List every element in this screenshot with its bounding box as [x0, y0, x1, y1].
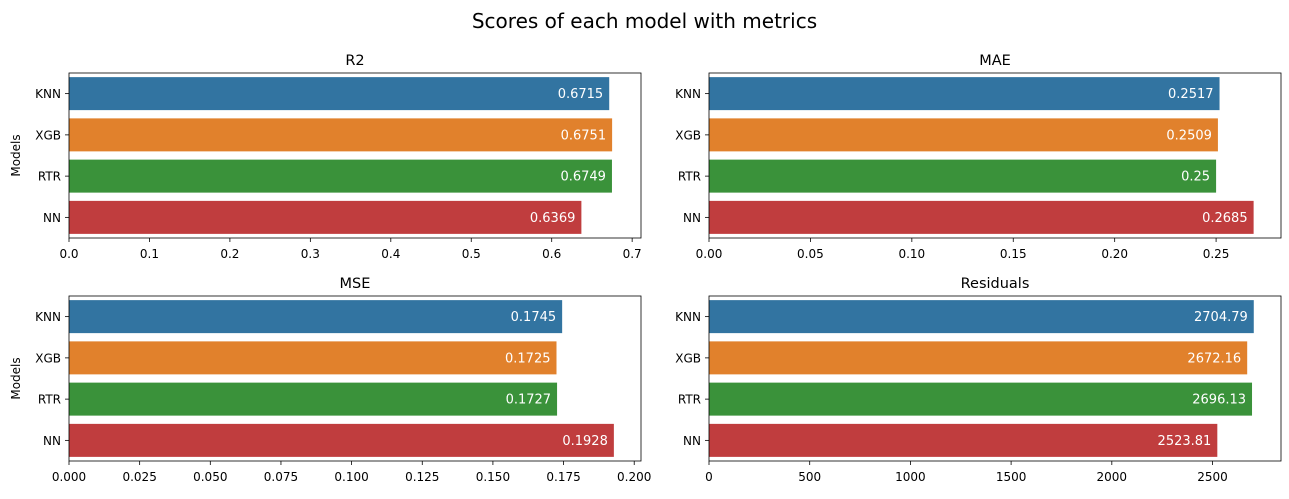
y-tick-label-rtr: RTR — [678, 393, 701, 407]
y-tick-label-nn: NN — [43, 434, 61, 448]
value-label-knn: 0.1745 — [511, 310, 557, 325]
panel-title: MAE — [979, 53, 1011, 69]
x-tick-label: 500 — [798, 470, 821, 484]
panel-mae: MAE 0.2517 KNN 0.2509 XGB 0.25 RTR 0.2685 NN 0.00… — [675, 53, 1282, 261]
x-tick-label: 0.6 — [542, 247, 561, 261]
value-label-rtr: 0.6749 — [560, 170, 606, 185]
bar-knn — [709, 300, 1254, 334]
y-tick-label-xgb: XGB — [35, 128, 61, 142]
value-label-nn: 0.1928 — [562, 434, 608, 449]
bar-nn — [709, 423, 1218, 457]
bar-knn — [69, 77, 610, 111]
axes-frame — [68, 72, 642, 239]
y-tick-label-nn: NN — [683, 434, 701, 448]
value-label-knn: 2704.79 — [1194, 310, 1248, 325]
y-tick-label-nn: NN — [43, 211, 61, 225]
x-tick-label: 0 — [705, 470, 713, 484]
x-tick-label: 0.150 — [476, 470, 510, 484]
x-tick-label: 0.2 — [220, 247, 239, 261]
x-tick-label: 0.075 — [264, 470, 298, 484]
x-tick-label: 0.050 — [193, 470, 227, 484]
bar-xgb — [69, 341, 557, 375]
x-tick-label: 0.7 — [623, 247, 642, 261]
x-tick-label: 0.25 — [1203, 247, 1230, 261]
x-tick-label: 0.0 — [59, 247, 78, 261]
x-tick-label: 0.175 — [546, 470, 580, 484]
value-label-rtr: 2696.13 — [1192, 393, 1246, 408]
bar-knn — [69, 300, 563, 334]
bar-knn — [709, 77, 1220, 111]
y-axis-label: Models — [9, 134, 23, 176]
x-tick-label: 0.200 — [617, 470, 651, 484]
x-tick-label: 0.4 — [381, 247, 400, 261]
panel-mse: MSE 0.1745 KNN 0.1725 XGB 0.1727 RTR 0.1928 NN 0.… — [9, 276, 651, 484]
panel-title: MSE — [340, 276, 371, 292]
bar-nn — [69, 200, 582, 234]
x-tick-label: 0.100 — [334, 470, 368, 484]
panel-r2: R2 0.6715 KNN 0.6751 XGB 0.6749 RTR 0.6369 NN 0.0… — [9, 53, 642, 261]
value-label-xgb: 0.6751 — [561, 128, 607, 143]
value-label-knn: 0.2517 — [1168, 87, 1214, 102]
bar-rtr — [69, 159, 612, 193]
value-label-xgb: 0.2509 — [1166, 128, 1212, 143]
bar-xgb — [709, 341, 1248, 375]
x-tick-label: 0.00 — [696, 247, 723, 261]
y-axis-label: Models — [9, 357, 23, 399]
x-tick-label: 1500 — [996, 470, 1027, 484]
bar-rtr — [709, 382, 1253, 416]
x-tick-label: 0.10 — [898, 247, 925, 261]
y-tick-label-knn: KNN — [675, 310, 701, 324]
value-label-nn: 0.2685 — [1202, 211, 1248, 226]
x-tick-label: 0.125 — [405, 470, 439, 484]
panel-residuals: Residuals 2704.79 KNN 2672.16 XGB 2696.13 RTR 2… — [675, 276, 1282, 484]
value-label-rtr: 0.25 — [1181, 170, 1210, 185]
bar-rtr — [709, 159, 1217, 193]
y-tick-label-knn: KNN — [35, 310, 61, 324]
value-label-xgb: 2672.16 — [1187, 351, 1241, 366]
y-tick-label-nn: NN — [683, 211, 701, 225]
bar-xgb — [709, 118, 1218, 152]
x-tick-label: 0.5 — [462, 247, 481, 261]
y-tick-label-rtr: RTR — [38, 170, 61, 184]
x-tick-label: 0.000 — [52, 470, 86, 484]
panel-title: R2 — [345, 53, 364, 69]
axes-frame — [708, 72, 1282, 239]
y-tick-label-rtr: RTR — [38, 393, 61, 407]
value-label-nn: 2523.81 — [1158, 434, 1212, 449]
x-tick-label: 0.15 — [1000, 247, 1027, 261]
y-tick-label-rtr: RTR — [678, 170, 701, 184]
value-label-xgb: 0.1725 — [505, 351, 551, 366]
x-tick-label: 0.05 — [797, 247, 824, 261]
panel-title: Residuals — [961, 276, 1030, 292]
x-tick-label: 2000 — [1097, 470, 1128, 484]
value-label-nn: 0.6369 — [530, 211, 576, 226]
axes-frame — [68, 295, 642, 462]
y-tick-label-knn: KNN — [675, 87, 701, 101]
x-tick-label: 0.1 — [140, 247, 159, 261]
x-tick-label: 0.20 — [1101, 247, 1128, 261]
y-tick-label-knn: KNN — [35, 87, 61, 101]
y-tick-label-xgb: XGB — [675, 128, 701, 142]
y-tick-label-xgb: XGB — [675, 351, 701, 365]
value-label-knn: 0.6715 — [558, 87, 604, 102]
x-tick-label: 1000 — [895, 470, 926, 484]
x-tick-label: 0.3 — [301, 247, 320, 261]
bar-nn — [709, 200, 1254, 234]
y-tick-label-xgb: XGB — [35, 351, 61, 365]
bar-xgb — [69, 118, 613, 152]
axes-frame — [708, 295, 1282, 462]
figure-title: Scores of each model with metrics — [472, 9, 817, 33]
value-label-rtr: 0.1727 — [506, 393, 552, 408]
x-tick-label: 2500 — [1197, 470, 1228, 484]
bar-rtr — [69, 382, 558, 416]
bar-nn — [69, 423, 614, 457]
x-tick-label: 0.025 — [122, 470, 156, 484]
